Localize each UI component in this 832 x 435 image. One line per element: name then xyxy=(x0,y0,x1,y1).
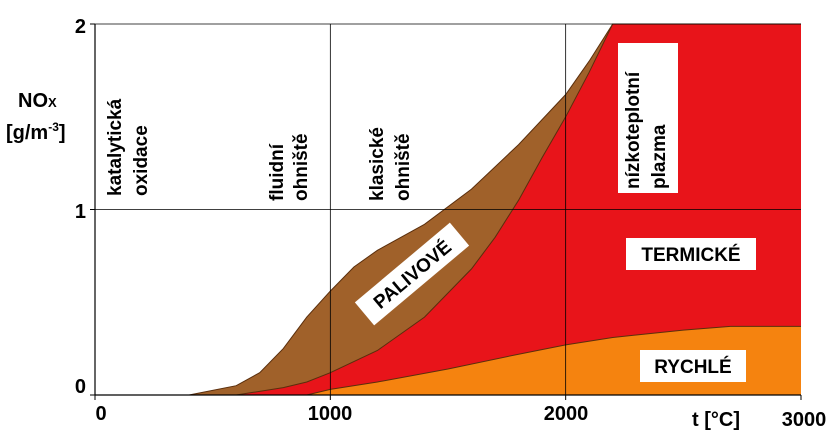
region-label-nizkoteplotni: nízkoteplotní xyxy=(623,71,644,189)
region-label-fluidni: fluidní xyxy=(267,143,288,201)
region-label-plazma: plazma xyxy=(649,124,670,189)
annotation-rychle-text: RYCHLÉ xyxy=(654,356,731,378)
region-label-ohniste-klasicke: ohniště xyxy=(393,133,414,201)
x-axis-label: t [°C] xyxy=(692,409,740,431)
y-axis-unit: [g/m-3] xyxy=(6,120,66,144)
region-label-oxidace: oxidace xyxy=(131,125,152,196)
area-termicke-boundary xyxy=(236,23,801,396)
x-tick-label: 2000 xyxy=(544,403,589,425)
y-tick-label: 0 xyxy=(75,376,86,398)
x-tick-label: 0 xyxy=(95,403,106,425)
annotation-rychle-box xyxy=(640,350,746,382)
y-axis-unit-main: [g/m xyxy=(6,122,48,144)
y-axis-label-main: NO xyxy=(18,90,48,112)
y-axis-unit-sup: -3 xyxy=(48,120,59,134)
y-axis-label-sub: X xyxy=(48,95,57,110)
area-rychle-boundary xyxy=(306,325,801,396)
plazma-label-box xyxy=(618,43,678,193)
x-tick-label: 3000 xyxy=(782,409,827,431)
grid-layer xyxy=(90,23,802,400)
y-axis-label: NOX xyxy=(18,90,57,112)
y-tick-label: 2 xyxy=(75,16,86,38)
x-tick-label: 1000 xyxy=(308,403,353,425)
region-label-klasicke: klasické xyxy=(367,127,388,201)
y-tick-label: 1 xyxy=(75,201,86,223)
annotation-termicke-text: TERMICKÉ xyxy=(641,244,740,266)
y-axis-unit-end: ] xyxy=(59,122,66,144)
annotation-palivove-box xyxy=(354,222,470,326)
annotation-termicke-box xyxy=(626,238,756,270)
region-label-katalyticka: katalytická xyxy=(105,98,126,196)
area-palivove-boundary xyxy=(189,23,614,396)
region-label-ohniste-fluidni: ohniště xyxy=(291,133,312,201)
